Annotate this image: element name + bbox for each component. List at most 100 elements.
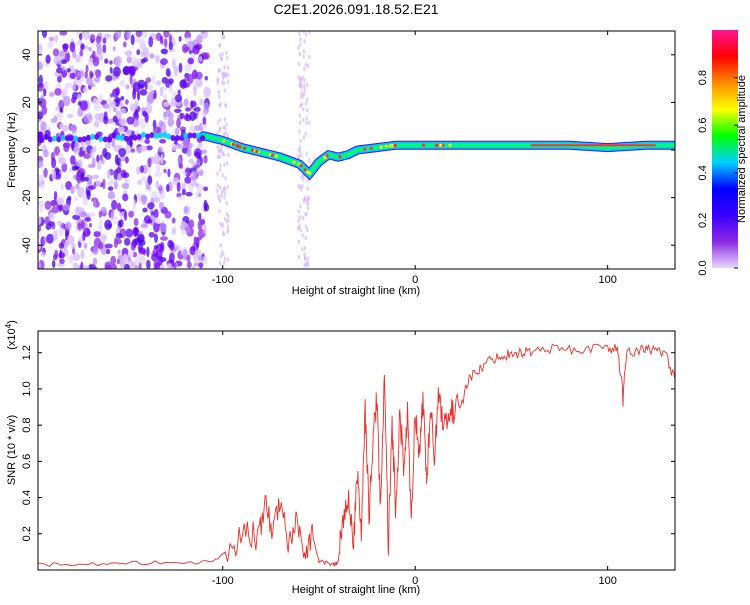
noise-strip-blob (298, 145, 302, 150)
noise-blob (82, 144, 87, 152)
noise-blob (181, 182, 187, 191)
noise-strip-blob (306, 256, 309, 261)
noise-blob (67, 113, 74, 119)
noise-blob (104, 243, 113, 249)
noise-strip-blob (301, 75, 304, 81)
noise-blob (144, 80, 148, 90)
noise-blob (141, 194, 147, 205)
noise-strip-blob (303, 39, 306, 44)
ridge-hotspot (384, 144, 388, 149)
noise-blob (104, 261, 112, 269)
noise-blob (58, 242, 65, 249)
noise-strip-blob (306, 97, 309, 103)
ridge-blob (73, 135, 79, 142)
noise-blob (88, 46, 92, 52)
noise-blob (164, 38, 168, 48)
noise-blob (80, 211, 87, 217)
noise-blob (72, 252, 81, 262)
noise-strip-blob (303, 197, 306, 203)
noise-strip-blob (300, 91, 303, 96)
noise-blob (77, 222, 82, 230)
noise-blob (155, 249, 163, 259)
snr-marks (38, 343, 675, 568)
noise-strip-blob (299, 187, 303, 192)
noise-blob (92, 246, 99, 256)
noise-blob (146, 219, 153, 224)
noise-blob (163, 93, 167, 100)
noise-blob (53, 197, 57, 206)
ridge-blob (115, 134, 121, 141)
noise-strip-blob (303, 256, 307, 262)
noise-blob (71, 96, 76, 104)
noise-blob (119, 257, 126, 268)
noise-blob (86, 189, 91, 200)
noise-strip-blob (224, 102, 227, 107)
noise-blob (145, 145, 153, 151)
noise-blob (70, 185, 75, 195)
noise-blob (139, 145, 148, 152)
noise-blob (99, 154, 103, 161)
noise-strip-blob (216, 144, 220, 150)
noise-blob (49, 92, 55, 97)
ridge-blob (68, 134, 74, 141)
noise-blob (188, 219, 195, 229)
noise-blob (86, 227, 90, 236)
noise-blob (177, 89, 181, 96)
ridge-hotspot (235, 144, 239, 148)
ridge-blob (43, 133, 49, 140)
noise-blob (147, 175, 153, 185)
noise-blob (162, 112, 168, 121)
noise-blob (202, 223, 207, 235)
noise-blob (82, 265, 90, 269)
noise-blob (88, 222, 92, 228)
noise-blob (110, 210, 115, 222)
noise-strip-blob (218, 208, 221, 214)
noise-blob (38, 61, 43, 70)
noise-blob (85, 77, 94, 85)
noise-blob (75, 183, 80, 190)
noise-blob (56, 220, 63, 226)
noise-blob (171, 217, 176, 224)
noise-blob (58, 204, 64, 211)
noise-blob (66, 234, 75, 245)
ridge-hotspot (439, 143, 443, 147)
noise-strip-blob (218, 125, 222, 131)
noise-strip-blob (308, 54, 311, 60)
noise-blob (168, 84, 173, 94)
noise-blob (152, 74, 156, 85)
noise-blob (172, 58, 176, 69)
noise-blob (167, 112, 174, 119)
noise-blob (136, 49, 141, 56)
noise-blob (171, 227, 177, 235)
noise-strip-blob (304, 235, 307, 241)
noise-blob (198, 212, 202, 221)
noise-blob (98, 241, 104, 250)
noise-blob (64, 221, 72, 230)
noise-blob (184, 63, 192, 73)
noise-blob (166, 263, 173, 269)
noise-blob (98, 93, 103, 103)
noise-blob (88, 212, 96, 217)
noise-strip-blob (223, 117, 227, 122)
noise-blob (96, 46, 103, 55)
noise-blob (140, 223, 149, 229)
noise-blob (167, 117, 174, 127)
noise-blob (140, 51, 146, 58)
noise-blob (65, 180, 72, 191)
noise-blob (119, 219, 124, 228)
noise-blob (76, 206, 85, 213)
noise-blob (71, 242, 76, 250)
noise-blob (87, 57, 94, 66)
noise-blob (69, 72, 76, 80)
noise-blob (58, 99, 65, 110)
noise-blob (132, 110, 139, 122)
noise-blob (156, 164, 161, 173)
noise-blob (61, 59, 67, 65)
ridge-hotspot (369, 146, 373, 150)
noise-strip-blob (299, 95, 303, 100)
noise-blob (129, 103, 136, 112)
noise-blob (193, 148, 202, 159)
noise-blob (124, 99, 129, 105)
noise-blob (116, 202, 122, 212)
spectrogram-x-ticks: -100 0 100 (212, 31, 617, 286)
